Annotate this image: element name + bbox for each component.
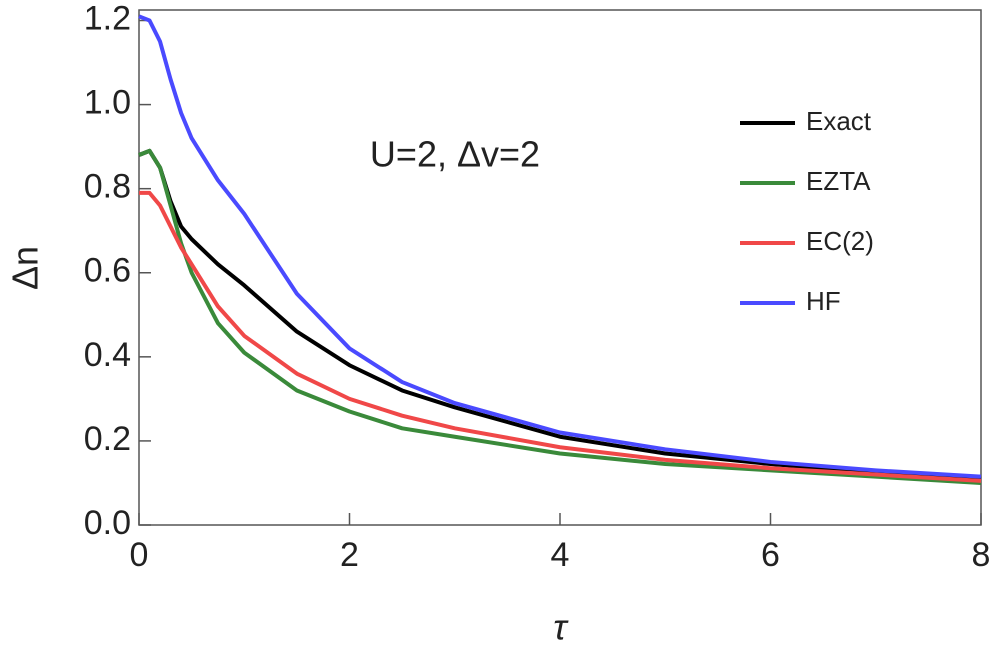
x-tick-label: 8 (972, 536, 991, 574)
y-tick-label: 1.2 (84, 0, 131, 37)
y-tick-label: 0.6 (84, 252, 131, 290)
annotation: U=2, Δv=2 (370, 134, 540, 175)
legend-label: Exact (806, 106, 872, 136)
legend-label: EC(2) (806, 226, 874, 256)
series-line (138, 148, 982, 481)
y-tick-label: 0.4 (84, 336, 131, 374)
y-tick-label: 0.8 (84, 168, 131, 206)
y-tick-label: 0.0 (84, 504, 131, 542)
legend-label: HF (806, 286, 841, 316)
x-tick-label: 6 (761, 536, 780, 574)
x-tick-label: 2 (340, 536, 359, 574)
x-tick-label: 0 (130, 536, 149, 574)
x-tick-label: 4 (551, 536, 570, 574)
series-line (138, 148, 982, 485)
x-axis-label: τ (553, 607, 569, 648)
series-line (139, 190, 982, 483)
y-tick-label: 0.2 (84, 420, 131, 458)
legend-label: EZTA (806, 166, 871, 196)
series-line (138, 14, 982, 479)
y-tick-label: 1.0 (84, 84, 131, 122)
y-axis-label: Δn (5, 246, 46, 290)
